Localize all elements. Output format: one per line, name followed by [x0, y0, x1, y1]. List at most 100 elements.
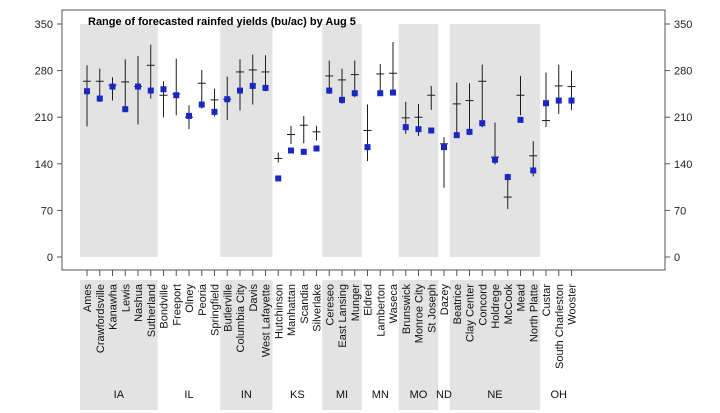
yield-marker: [415, 126, 422, 133]
site-label: McCook: [503, 284, 515, 325]
state-strip-mo: [398, 280, 439, 410]
site-label: Eldred: [363, 284, 375, 316]
site-label: Wooster: [567, 284, 579, 325]
y-tick-label-left: 280: [35, 66, 53, 78]
state-strip-mi: [322, 280, 362, 410]
yield-marker: [173, 92, 180, 99]
yield-marker: [466, 128, 473, 135]
site-label: Olney: [184, 284, 196, 313]
site-label: Crawfordsville: [95, 284, 107, 353]
yield-marker: [543, 100, 549, 107]
site-label: Scandia: [299, 283, 311, 324]
state-strip-ia: [80, 280, 158, 410]
data-marks: [83, 41, 576, 210]
yield-marker: [224, 96, 231, 103]
site-label: Monroe City: [414, 284, 426, 344]
yield-marker: [441, 144, 447, 151]
yield-marker: [339, 96, 345, 103]
state-shade-mo: [398, 24, 439, 257]
yield-marker: [237, 87, 243, 94]
y-tick-label-left: 70: [41, 205, 53, 217]
y-tick-label-left: 140: [35, 159, 53, 171]
yield-marker: [275, 175, 282, 182]
site-label: Mead: [516, 284, 528, 312]
state-label-il: IL: [184, 389, 193, 401]
plot-frame: [61, 9, 666, 271]
axes: [57, 9, 670, 276]
state-label-oh: OH: [551, 389, 568, 401]
yield-marker: [160, 86, 167, 93]
state-strip-in: [220, 280, 273, 410]
yield-marker: [377, 90, 384, 97]
state-label-mo: MO: [410, 389, 428, 401]
site-label: Sutherland: [146, 284, 158, 337]
site-label: Dazey: [439, 284, 451, 316]
site-label: Munger: [350, 284, 362, 322]
yield-marker: [249, 82, 256, 89]
y-tick-label-right: 70: [674, 205, 686, 217]
yield-marker: [300, 148, 307, 155]
state-label-ks: KS: [290, 389, 305, 401]
yield-marker: [453, 132, 460, 139]
yield-marker: [84, 88, 90, 95]
y-tick-label-left: 350: [35, 19, 53, 31]
state-shade-in: [220, 24, 273, 257]
site-label: Clay Center: [465, 284, 477, 342]
site-label: Peoria: [197, 283, 209, 316]
y-tick-label-left: 210: [35, 112, 53, 124]
yield-marker: [479, 120, 486, 127]
site-label: Lamberton: [375, 284, 387, 337]
site-label: South Charleston: [554, 284, 566, 369]
state-strip-ne: [449, 280, 541, 410]
yield-marker: [211, 108, 218, 115]
yield-marker: [517, 116, 524, 123]
state-label-ne: NE: [487, 389, 502, 401]
yield-marker: [492, 156, 498, 163]
site-label: North Platte: [528, 284, 540, 342]
yield-marker: [198, 101, 205, 108]
site-label: Beatrice: [452, 284, 464, 324]
y-tick-label-left: 0: [47, 252, 53, 264]
yield-marker: [364, 144, 371, 151]
site-label: Custar: [541, 284, 553, 317]
yield-marker: [147, 87, 154, 94]
site-label: St Joseph: [426, 284, 438, 333]
yield-marker: [288, 147, 294, 154]
site-label: West Lafayette: [261, 284, 273, 357]
state-label-in: IN: [241, 389, 252, 401]
state-shade-ia: [80, 24, 158, 257]
y-tick-label-right: 350: [674, 19, 692, 31]
yield-marker: [135, 83, 141, 90]
site-label: Freeport: [171, 284, 183, 326]
yield-marker: [262, 84, 269, 91]
y-tick-label-right: 210: [674, 112, 692, 124]
state-shading: [80, 24, 541, 410]
yield-marker: [530, 167, 537, 174]
site-label: Concord: [477, 284, 489, 326]
site-label: Butlerville: [222, 284, 234, 332]
y-tick-label-right: 140: [674, 159, 692, 171]
state-label-mi: MI: [336, 389, 348, 401]
state-label-mn: MN: [372, 389, 389, 401]
site-label: Nashua: [133, 283, 145, 322]
chart-title: Range of forecasted rainfed yields (bu/a…: [88, 16, 356, 28]
yield-marker: [313, 145, 320, 152]
site-label: Lewis: [120, 284, 132, 313]
yield-marker: [109, 83, 116, 90]
yield-marker: [555, 97, 562, 104]
site-label: Springfield: [210, 284, 222, 336]
yield-marker: [504, 174, 511, 181]
site-label: Manhattan: [286, 284, 298, 336]
site-label: Bondville: [159, 284, 171, 329]
site-label: Columbia City: [235, 284, 247, 353]
site-label: Kanawha: [108, 283, 120, 330]
site-label: Hutchinson: [273, 284, 285, 339]
site-label: Holdrege: [490, 284, 502, 329]
site-label: Cereseo: [324, 284, 336, 326]
y-tick-label-right: 0: [674, 252, 680, 264]
state-label-nd: ND: [436, 389, 452, 401]
yield-marker: [326, 87, 333, 94]
yield-marker: [402, 124, 409, 131]
site-label: Davis: [248, 284, 260, 312]
